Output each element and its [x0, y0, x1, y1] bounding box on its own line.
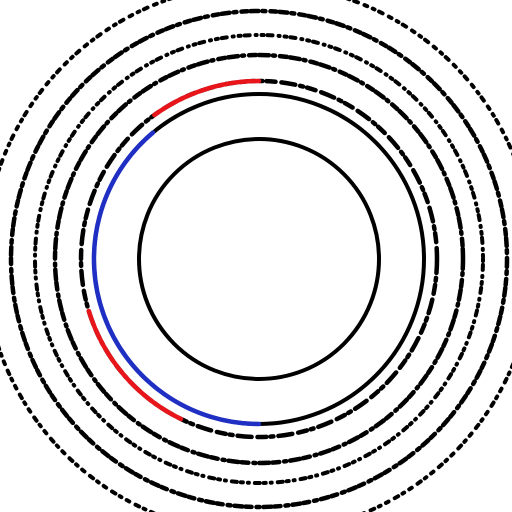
ring-4: [52, 52, 466, 466]
highlight-arc-red-1: [152, 78, 262, 118]
highlight-arc-blue-2: [91, 130, 262, 427]
ring-5: [33, 33, 485, 485]
ring-6: [8, 8, 510, 510]
highlight-arc-red-3: [86, 308, 184, 422]
highlight-arcs-group: [86, 78, 262, 427]
ring-1: [137, 137, 381, 381]
